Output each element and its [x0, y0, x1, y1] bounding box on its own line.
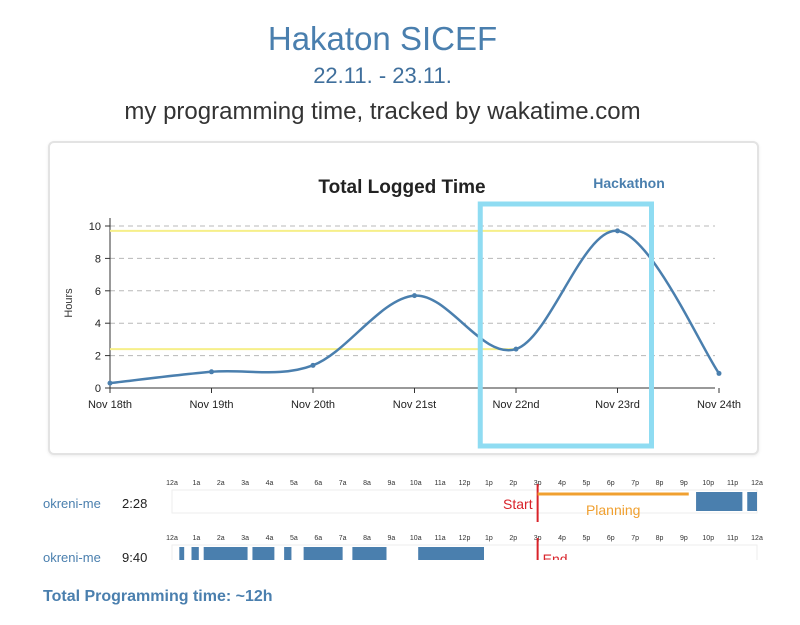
hackathon-highlight — [477, 201, 654, 449]
hour-label: 12p — [459, 535, 471, 542]
activity-block — [696, 492, 743, 511]
hour-label: 8a — [363, 535, 371, 542]
activity-block — [203, 547, 248, 560]
data-point — [310, 362, 316, 368]
hour-label: 9a — [387, 535, 395, 542]
daily-timeline: 12a 1a 2a 3a 4a 5a 6a 7a 8a 9a 10a 11a 12p 1p 2p 3p 4p 5p… — [166, 480, 763, 560]
hour-label: 4p — [558, 480, 566, 487]
activity-block — [179, 547, 185, 560]
total-programming-time: Total Programming time: ~12h — [43, 588, 273, 605]
x-tick-label: Nov 21st — [393, 399, 436, 411]
hour-label: 1a — [192, 480, 200, 487]
hour-label: 2a — [217, 535, 225, 542]
planning-label: Planning — [586, 502, 641, 518]
end-label: End — [543, 551, 568, 560]
hour-label: 9p — [680, 480, 688, 487]
hour-label: 12a — [166, 535, 178, 542]
hour-label: 6p — [607, 535, 615, 542]
activity-block — [252, 547, 275, 560]
hour-label: 3a — [241, 535, 249, 542]
hour-label: 7p — [631, 480, 639, 487]
timeline-row-2-total: 9:40 — [122, 550, 148, 565]
hour-label: 12a — [751, 535, 763, 542]
hour-label: 8p — [656, 480, 664, 487]
y-tick-label: 6 — [95, 286, 101, 298]
start-label: Start — [503, 496, 533, 512]
timeline-row-2-project[interactable]: okreni-me — [43, 550, 101, 565]
activity-block — [418, 547, 484, 560]
hour-label: 9p — [680, 535, 688, 542]
total-logged-time-chart: Total Logged Time 0 2 4 6 8 10 Hours Nov 18th Nov… — [63, 175, 741, 449]
hour-label: 11p — [727, 480, 738, 487]
hour-label: 2p — [509, 480, 517, 487]
activity-block — [747, 492, 757, 511]
hour-label: 10a — [410, 480, 422, 487]
hour-label: 8p — [656, 535, 664, 542]
y-tick-label: 10 — [89, 221, 101, 233]
hour-label: 4a — [266, 535, 274, 542]
hour-label: 7a — [339, 480, 347, 487]
hour-label: 11a — [435, 535, 446, 542]
data-point — [513, 346, 519, 352]
data-point — [412, 293, 417, 299]
y-tick-label: 0 — [95, 383, 101, 395]
hackathon-annotation: Hackathon — [593, 175, 665, 191]
y-tick-label: 8 — [95, 253, 101, 265]
hour-label: 6a — [314, 480, 322, 487]
hour-label: 8a — [363, 480, 371, 487]
activity-block — [352, 547, 387, 560]
page-subtitle: my programming time, tracked by wakatime… — [124, 98, 641, 125]
hour-label: 3a — [241, 480, 249, 487]
hour-label: 3p — [534, 480, 542, 487]
hour-label: 5a — [290, 535, 298, 542]
hour-label: 6p — [607, 480, 615, 487]
data-point — [716, 370, 722, 376]
activity-block — [303, 547, 343, 560]
hour-label: 7a — [339, 535, 347, 542]
x-tick-label: Nov 19th — [189, 399, 233, 411]
x-tick-label: Nov 22nd — [492, 399, 539, 411]
hour-label: 7p — [631, 535, 639, 542]
page-title: Hakaton SICEF — [267, 20, 498, 57]
y-tick-label: 2 — [95, 351, 101, 363]
hour-label: 6a — [314, 535, 322, 542]
timeline-row-1-project[interactable]: okreni-me — [43, 496, 101, 511]
hour-label: 10p — [702, 480, 714, 487]
data-point — [209, 369, 214, 375]
hour-label: 5p — [582, 480, 590, 487]
chart-card: Total Logged Time 0 2 4 6 8 10 Hours Nov 18th Nov… — [48, 141, 759, 455]
hour-label: 1p — [485, 535, 493, 542]
data-point — [107, 380, 113, 386]
hour-label: 9a — [387, 480, 395, 487]
hour-label: 2p — [509, 535, 517, 542]
hour-label: 2a — [217, 480, 225, 487]
hour-label: 10p — [702, 535, 714, 542]
series-line — [109, 229, 721, 385]
activity-block — [284, 547, 292, 560]
data-point — [615, 228, 620, 234]
x-tick-label: Nov 23rd — [595, 399, 640, 411]
hour-label: 1p — [485, 480, 493, 487]
hour-label: 5p — [582, 535, 590, 542]
hour-label: 4a — [266, 480, 274, 487]
hour-label: 12a — [166, 480, 178, 487]
hour-label: 11p — [727, 535, 738, 542]
x-tick-label: Nov 18th — [88, 399, 132, 411]
y-tick-label: 4 — [95, 318, 101, 330]
chart-title: Total Logged Time — [318, 177, 485, 198]
x-tick-label: Nov 20th — [291, 399, 335, 411]
date-range: 22.11. - 23.11. — [313, 63, 452, 88]
hour-label: 10a — [410, 535, 422, 542]
hour-label: 11a — [435, 480, 446, 487]
y-axis-label: Hours — [63, 288, 75, 318]
activity-block — [191, 547, 199, 560]
hour-label: 1a — [192, 535, 200, 542]
hour-label: 12p — [459, 480, 471, 487]
timeline-row-1-total: 2:28 — [122, 496, 148, 511]
hour-label: 5a — [290, 480, 298, 487]
hour-label: 12a — [751, 480, 763, 487]
hour-label: 4p — [558, 535, 566, 542]
x-tick-label: Nov 24th — [697, 399, 741, 411]
